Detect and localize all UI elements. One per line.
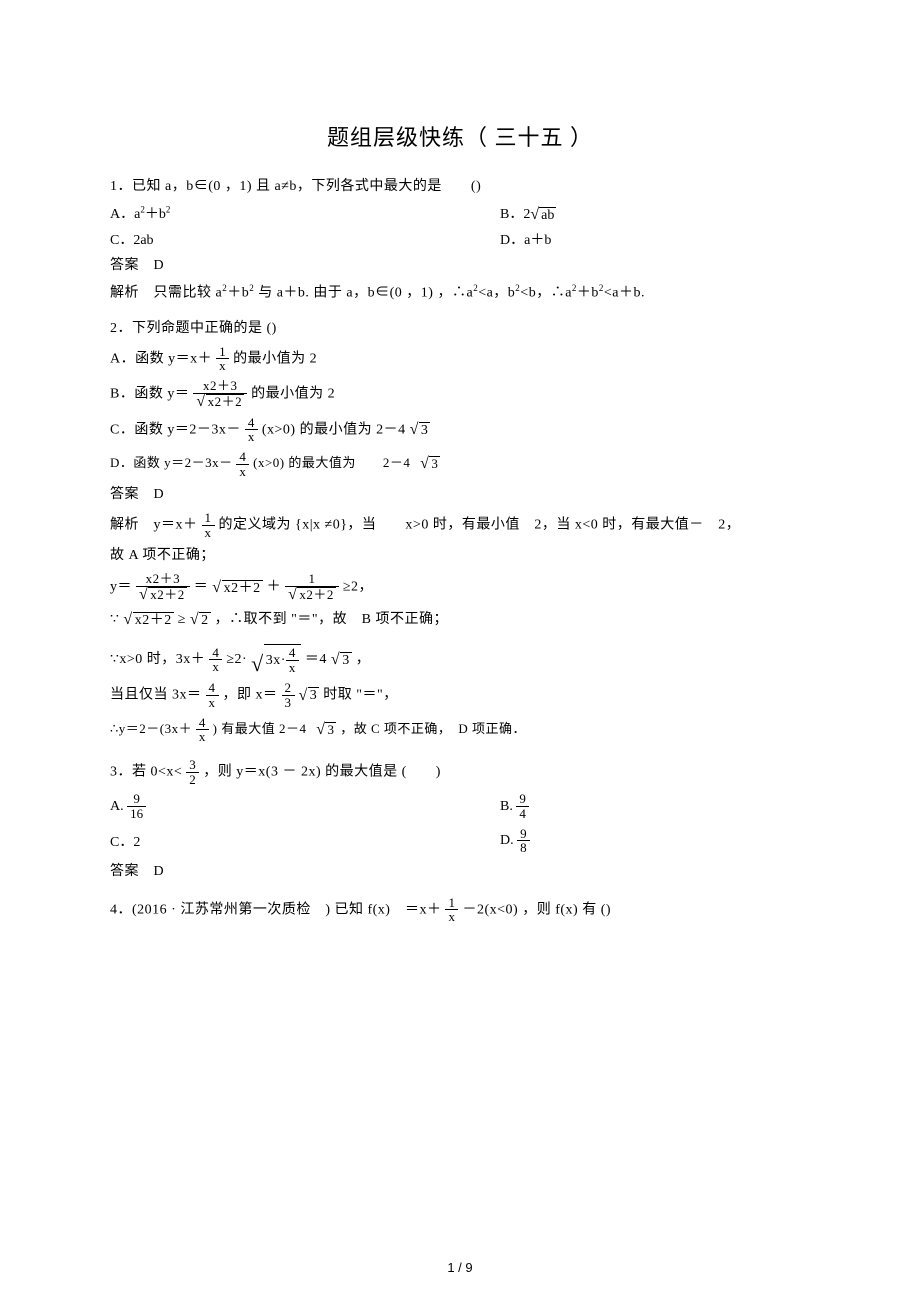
q2-sol-line1: 解析 y＝x＋ 1x 的定义域为 {x|x ≠0}，当 x>0 时，有最小值 2… (110, 511, 810, 539)
q2-opt-a: A．函数 y＝x＋ 1x 的最小值为 2 (110, 345, 810, 373)
q4-stem: 4．(2016 · 江苏常州第一次质检 ) 已知 f(x) ＝x＋ 1x －2(… (110, 896, 810, 924)
page-title: 题组层级快练（ 三十五 ） (110, 120, 810, 152)
q2-sol-line3: ∵ √x2＋2 ≥ √2 ，∴取不到 "＝"，故 B 项不正确； (110, 609, 810, 630)
q1-opt-c: C．2ab (110, 233, 154, 248)
q3-opt-a: A. 916 (110, 799, 146, 814)
q3-opt-c: C．2 (110, 835, 140, 850)
q3-opt-d: D. 98 (500, 833, 530, 848)
q2-opt-d: D．函数 y＝2－3x－ 4x (x>0) 的最大值为 2－4 √3 (110, 450, 810, 478)
q2-answer: 答案 D (110, 484, 810, 505)
q2-sol-line4: ∵x>0 时，3x＋ 4x ≥2· √ 3x· 4x ＝4 √3 ， (110, 644, 810, 675)
q2-sol-line1b: 故 A 项不正确； (110, 545, 810, 566)
q1-answer: 答案 D (110, 255, 810, 276)
q1-opt-b: B．2√ab (500, 207, 556, 222)
q3-answer: 答案 D (110, 861, 810, 882)
q1-options-row1: A．a2＋b2 B．2√ab (110, 203, 810, 223)
q3-options-row2: C．2 D. 98 (110, 827, 810, 855)
q2-sol-line5: 当且仅当 3x＝ 4x ，即 x＝ 23 √3 时取 "＝"， (110, 681, 810, 709)
q2-sol-line6: ∴y＝2－(3x＋ 4x ) 有最大值 2－4 √3 ，故 C 项不正确， D … (110, 716, 810, 744)
q1-stem: 1．已知 a，b∈(0 ，1) 且 a≠b，下列各式中最大的是 () (110, 176, 810, 197)
q2-sol-line2: y＝ x2＋3 √x2＋2 ＝ √x2＋2 ＋ 1 √x2＋2 ≥2， (110, 572, 810, 603)
q3-opt-b: B. 94 (500, 799, 529, 814)
q3-stem: 3．若 0<x< 32 ，则 y＝x(3 － 2x) 的最大值是 ( ) (110, 758, 810, 786)
q2-opt-b: B．函数 y＝ x2＋3 √x2＋2 的最小值为 2 (110, 379, 810, 410)
q1-options-row2: C．2ab D．a＋b (110, 229, 810, 249)
q3-options-row1: A. 916 B. 94 (110, 792, 810, 820)
page-number: 1 / 9 (0, 1260, 920, 1275)
q1-opt-a: A．a2＋b2 (110, 207, 170, 222)
q2-stem: 2．下列命题中正确的是 () (110, 318, 810, 339)
q1-opt-d: D．a＋b (500, 233, 551, 248)
q2-opt-c: C．函数 y＝2－3x－ 4x (x>0) 的最小值为 2－4 √3 (110, 416, 810, 444)
q1-solution: 解析 只需比较 a2＋b2 与 a＋b. 由于 a，b∈(0 ，1) ，∴a2<… (110, 282, 810, 304)
